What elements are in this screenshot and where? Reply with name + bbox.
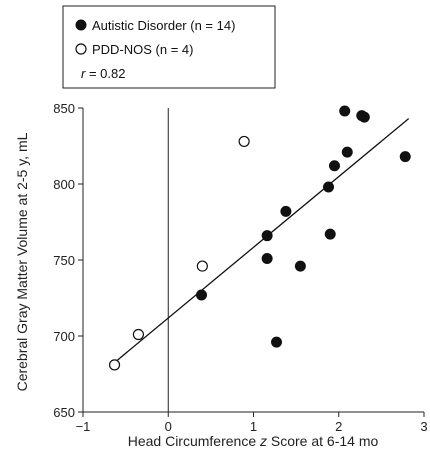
autistic-disorder-point <box>280 205 292 217</box>
pdd-nos-point <box>108 359 121 371</box>
legend-correlation: r = 0.82 <box>81 66 125 81</box>
legend-filled-marker <box>75 19 87 31</box>
autistic-disorder-point <box>294 260 306 272</box>
y-tick-label: 850 <box>53 101 75 116</box>
autistic-disorder-point <box>261 230 273 242</box>
legend-open-marker <box>75 43 87 55</box>
x-axis-title-suffix: Score at 6-14 mo <box>267 433 378 449</box>
x-ticks: −1 0 1 2 3 <box>76 412 428 434</box>
y-tick-label: 700 <box>53 329 75 344</box>
y-tick-label: 800 <box>53 177 75 192</box>
y-axis-title: Cerebral Gray Matter Volume at 2-5 y, mL <box>14 132 30 391</box>
x-tick-label: 3 <box>420 419 427 434</box>
legend-correlation-symbol: r <box>81 66 86 81</box>
autistic-disorder-point <box>323 181 335 193</box>
x-axis-title-italic: z <box>259 433 267 449</box>
y-ticks: 650 700 750 800 850 <box>53 101 83 420</box>
x-axis-title: Head Circumference z Score at 6-14 mo <box>128 433 379 449</box>
legend-box <box>62 5 276 89</box>
autistic-disorder-point <box>356 110 368 122</box>
autistic-disorder-point <box>261 252 273 264</box>
pdd-nos-point <box>196 260 208 272</box>
pdd-nos-point <box>132 328 145 341</box>
autistic-disorder-point <box>339 105 351 117</box>
autistic-disorder-point <box>328 160 340 172</box>
x-axis-title-prefix: Head Circumference <box>128 433 260 449</box>
data-points <box>108 105 411 371</box>
x-tick-label: 1 <box>250 419 257 434</box>
legend: Autistic Disorder (n = 14) PDD-NOS (n = … <box>62 5 276 89</box>
y-tick-label: 650 <box>53 405 75 420</box>
axes <box>82 108 424 413</box>
regression-line <box>114 118 410 363</box>
legend-label-pddnos: PDD-NOS (n = 4) <box>92 42 194 57</box>
x-tick-label: 2 <box>335 419 342 434</box>
y-tick-label: 750 <box>53 253 75 268</box>
legend-label-autistic: Autistic Disorder (n = 14) <box>92 18 235 33</box>
legend-correlation-value: = 0.82 <box>85 66 125 81</box>
x-tick-label: −1 <box>76 419 91 434</box>
pdd-nos-point <box>238 135 250 148</box>
autistic-disorder-point <box>341 146 353 158</box>
autistic-disorder-point <box>271 336 283 348</box>
autistic-disorder-point <box>399 151 411 163</box>
autistic-disorder-point <box>324 228 336 240</box>
x-tick-label: 0 <box>165 419 172 434</box>
autistic-disorder-point <box>195 289 207 301</box>
